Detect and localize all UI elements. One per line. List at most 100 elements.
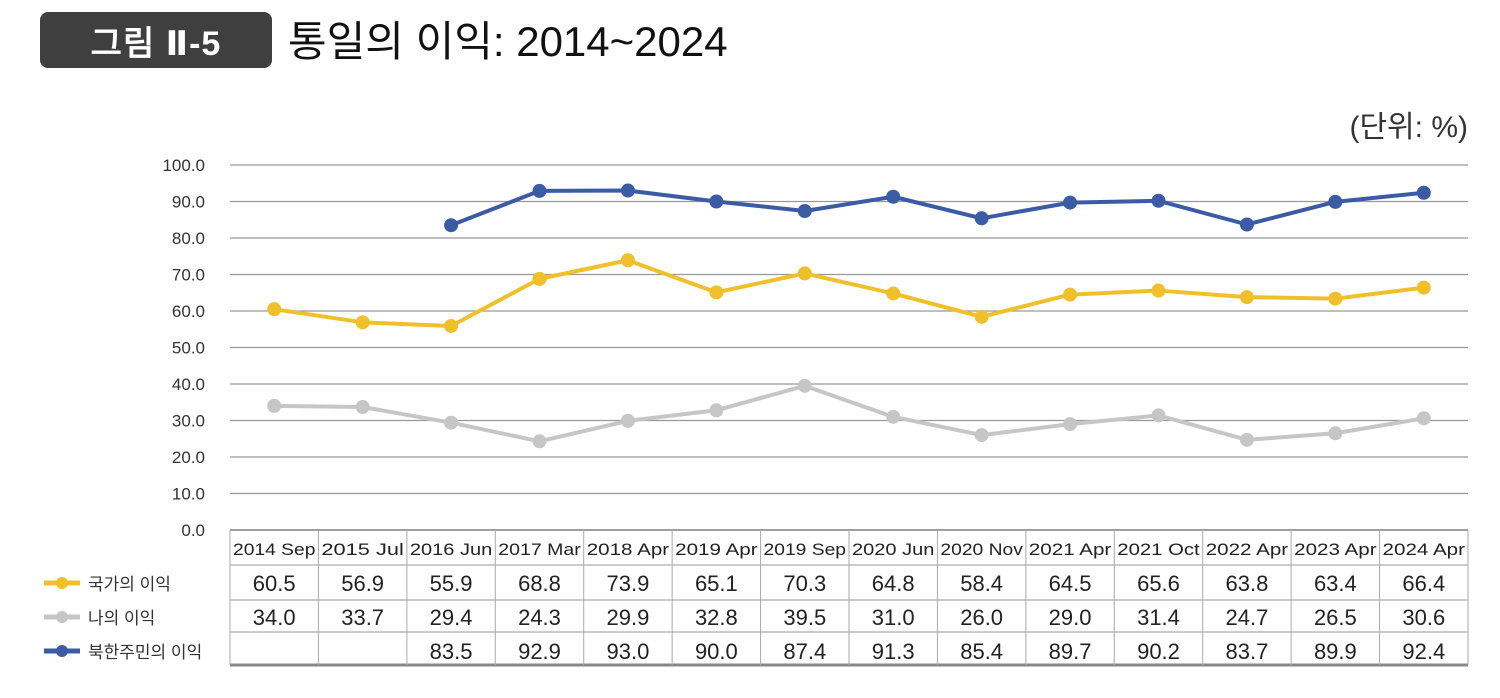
data-table-value: 93.0 (607, 639, 650, 664)
unit-label: (단위: %) (1349, 111, 1468, 144)
x-category-label: 2023 Apr (1294, 540, 1377, 559)
data-table-value: 24.7 (1226, 605, 1269, 630)
x-category-label: 2020 Jun (852, 540, 934, 559)
x-category-label: 2021 Apr (1029, 540, 1112, 559)
data-point (709, 403, 724, 418)
y-tick-label: 100.0 (162, 156, 205, 175)
data-table-value: 31.0 (872, 605, 915, 630)
data-table-value: 58.4 (960, 571, 1003, 596)
data-point (797, 203, 812, 218)
data-table-value: 66.4 (1402, 571, 1445, 596)
legend-label: 나의 이익 (88, 609, 155, 628)
data-table-value: 24.3 (518, 605, 561, 630)
data-table-value: 65.6 (1137, 571, 1180, 596)
data-table-value: 85.4 (960, 639, 1003, 664)
data-point (620, 183, 635, 198)
data-table-value: 90.2 (1137, 639, 1180, 664)
data-table-value: 30.6 (1402, 605, 1445, 630)
data-point (1328, 291, 1343, 306)
data-point (355, 315, 370, 330)
data-point (1063, 195, 1078, 210)
data-point (1063, 287, 1078, 302)
data-point (1328, 194, 1343, 209)
data-point (1239, 217, 1254, 232)
y-tick-label: 90.0 (172, 193, 205, 212)
data-table-value: 68.8 (518, 571, 561, 596)
data-table-value: 64.8 (872, 571, 915, 596)
data-table-value: 33.7 (341, 605, 384, 630)
data-point (532, 434, 547, 449)
figure-label: 그림 Ⅱ-5 (40, 12, 272, 68)
data-point (267, 302, 282, 317)
legend-marker (56, 645, 68, 657)
data-table-value: 70.3 (783, 571, 826, 596)
data-table-value: 89.7 (1049, 639, 1092, 664)
data-table-value: 55.9 (430, 571, 473, 596)
x-category-label: 2017 Mar (498, 540, 581, 559)
x-category-label: 2018 Apr (587, 540, 670, 559)
data-table-value: 91.3 (872, 639, 915, 664)
data-point (267, 398, 282, 413)
x-category-label: 2019 Sep (764, 540, 846, 559)
x-category-label: 2022 Apr (1206, 540, 1289, 559)
x-category-label: 2016 Jun (410, 540, 492, 559)
data-point (974, 428, 989, 443)
data-table-value: 34.0 (253, 605, 296, 630)
data-point (1416, 280, 1431, 295)
data-point (444, 318, 459, 333)
data-point (886, 286, 901, 301)
data-table-value: 90.0 (695, 639, 738, 664)
data-point (532, 271, 547, 286)
data-table-value: 87.4 (783, 639, 826, 664)
data-point (974, 211, 989, 226)
data-point (620, 253, 635, 268)
data-table-value: 29.9 (607, 605, 650, 630)
series-line-2 (450, 188, 1424, 228)
y-tick-label: 10.0 (172, 485, 205, 504)
y-tick-label: 20.0 (172, 448, 205, 467)
data-point (886, 189, 901, 204)
data-point (532, 183, 547, 198)
data-point (1416, 411, 1431, 426)
data-table-value: 63.8 (1226, 571, 1269, 596)
data-point (355, 399, 370, 414)
data-point (709, 194, 724, 209)
series-line-0 (273, 258, 1425, 328)
x-category-label: 2019 Apr (675, 540, 758, 559)
data-table-value: 92.9 (518, 639, 561, 664)
data-table-value: 56.9 (341, 571, 384, 596)
data-table-value: 60.5 (253, 571, 296, 596)
data-point (1063, 417, 1078, 432)
data-table-value: 92.4 (1402, 639, 1445, 664)
data-table-value: 31.4 (1137, 605, 1180, 630)
y-tick-label: 70.0 (172, 266, 205, 285)
data-point (797, 378, 812, 393)
data-table-value: 83.7 (1226, 639, 1269, 664)
data-point (620, 413, 635, 428)
data-point (797, 266, 812, 281)
x-category-label: 2024 Apr (1383, 540, 1466, 559)
y-tick-label: 40.0 (172, 375, 205, 394)
y-tick-label: 0.0 (181, 521, 205, 540)
data-point (709, 285, 724, 300)
data-table-value: 29.4 (430, 605, 473, 630)
y-tick-label: 30.0 (172, 412, 205, 431)
data-table-value: 32.8 (695, 605, 738, 630)
data-table-value: 64.5 (1049, 571, 1092, 596)
data-table-value: 83.5 (430, 639, 473, 664)
x-category-label: 2015 Jul (321, 540, 403, 559)
x-category-label: 2020 Nov (940, 540, 1023, 559)
data-point (1328, 426, 1343, 441)
x-category-label: 2021 Oct (1117, 540, 1200, 559)
legend-label: 북한주민의 이익 (88, 643, 202, 662)
data-point (1239, 290, 1254, 305)
series-line-1 (274, 383, 1425, 444)
data-table-value: 26.0 (960, 605, 1003, 630)
data-point (444, 218, 459, 233)
legend-marker (56, 611, 68, 623)
data-point (1239, 432, 1254, 447)
data-point (886, 409, 901, 424)
data-point (444, 415, 459, 430)
data-point (1151, 283, 1166, 298)
